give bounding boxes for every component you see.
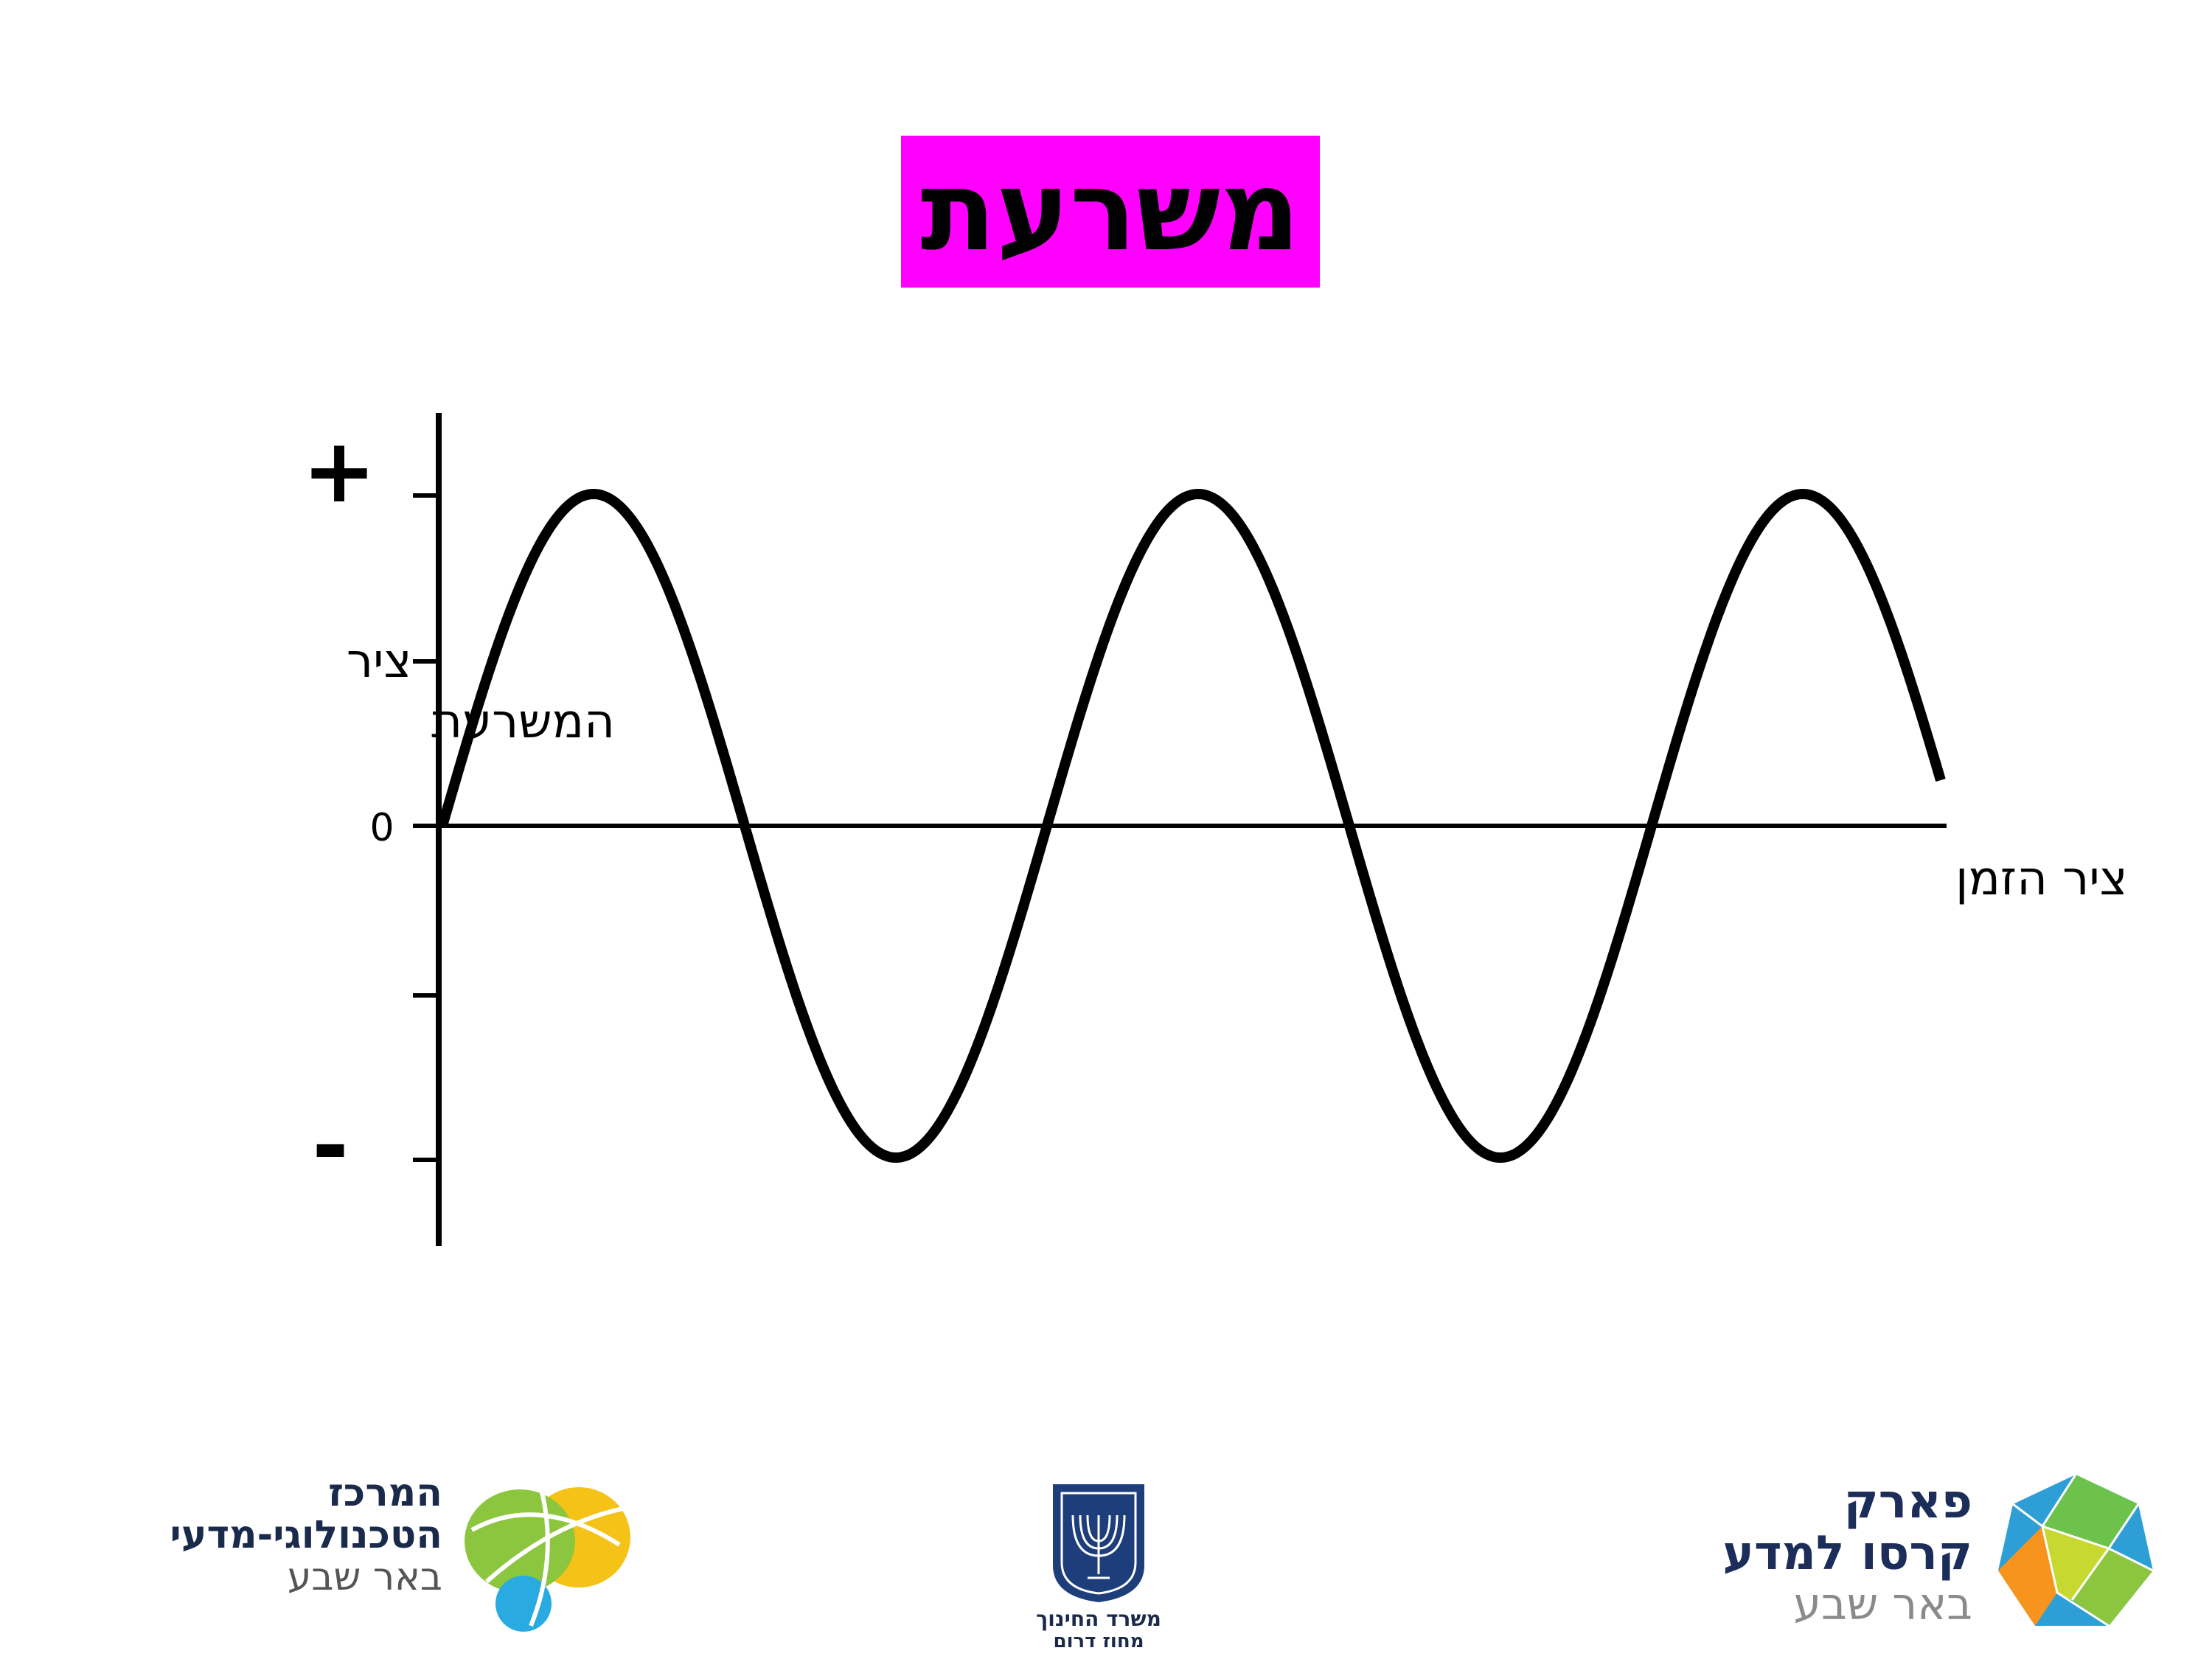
science-park-line1: פארק xyxy=(1843,1475,1972,1529)
y-axis-label-line2: המשרעת xyxy=(431,695,615,749)
menorah-emblem-icon xyxy=(1053,1484,1144,1602)
science-park-line3: באר שבע xyxy=(1793,1578,1973,1630)
plus-sign: + xyxy=(302,420,377,523)
tech-center-line1: המרכז xyxy=(328,1471,442,1515)
title-banner: משרעת xyxy=(901,136,1320,288)
sine-wave xyxy=(437,489,1946,1163)
tech-center-emblem xyxy=(465,1478,630,1632)
science-park-emblem-icon xyxy=(1998,1474,2154,1627)
tech-center-line2: הטכנולוגי-מדעי xyxy=(170,1513,442,1558)
zero-label: 0 xyxy=(369,806,394,850)
science-park-logo: פארק קרסו למדע באר שבע xyxy=(1696,1467,2168,1644)
tech-center-logo: המרכז הטכנולוגי-מדעי באר שבע xyxy=(162,1464,664,1641)
tech-center-line3: באר שבע xyxy=(287,1555,442,1600)
minus-sign: - xyxy=(312,1095,349,1197)
ministry-line1: משרד החינוך xyxy=(1036,1607,1161,1631)
ministry-line2: מחוז דרום xyxy=(1053,1630,1144,1652)
x-axis-label: ציר הזמן xyxy=(1955,852,2128,906)
page-title: משרעת xyxy=(920,147,1301,276)
ministry-logo: משרד החינוך מחוז דרום xyxy=(1018,1478,1180,1659)
y-axis-label-line1: ציר xyxy=(347,634,411,689)
science-park-line2: קרסו למדע xyxy=(1722,1526,1972,1582)
